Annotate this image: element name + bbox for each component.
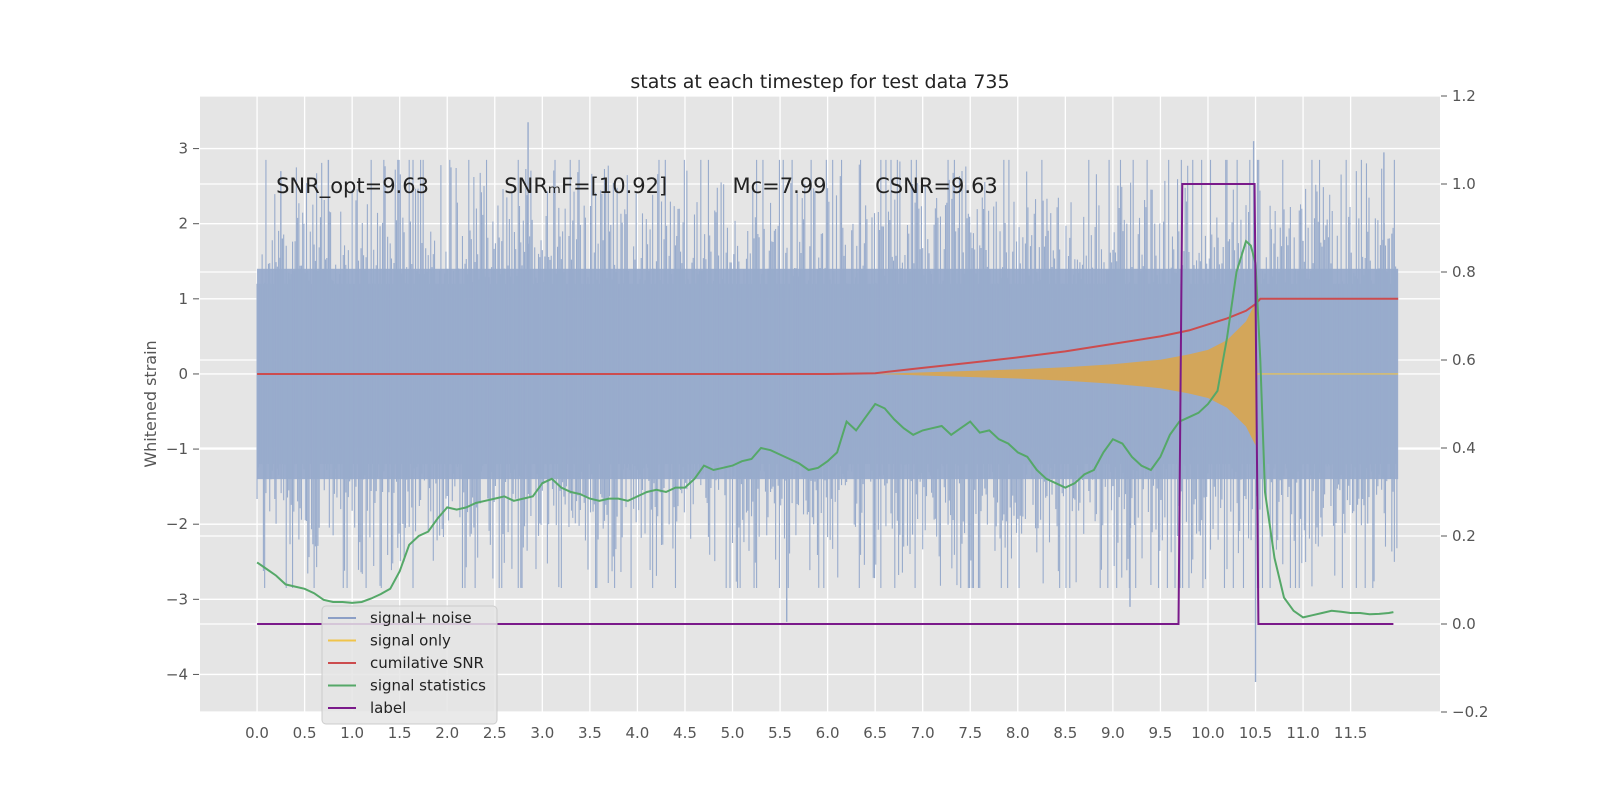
axis-ticks: 0.0 0.5 1.0 1.5 2.0 2.5 3.0 3.5 4.0 4.5 5.0 5.5 6.0 6…: [166, 87, 1489, 742]
x-tick-label: 1.0: [340, 724, 364, 742]
x-tick-label: 0.5: [293, 724, 317, 742]
x-tick-label: 2.5: [483, 724, 507, 742]
x-tick-label: 2.0: [435, 724, 459, 742]
y2-tick-label: 0.6: [1452, 351, 1476, 369]
y2-tick-label: 0.0: [1452, 615, 1476, 633]
annotation-text: SNRₘF=[10.92]: [504, 174, 667, 198]
legend-frame: [321, 605, 498, 725]
x-tick-label: 7.5: [958, 724, 982, 742]
chart-marks: [256, 122, 1399, 682]
x-tick-label: 8.5: [1053, 724, 1077, 742]
y-tick-label: −3: [166, 590, 188, 608]
y2-tick-label: 1.2: [1452, 87, 1476, 105]
x-tick-label: 0.0: [245, 724, 269, 742]
x-tick-label: 4.0: [625, 724, 649, 742]
signal-only-series: [875, 302, 1399, 446]
x-tick-label: 10.5: [1239, 724, 1272, 742]
legend-label: label: [370, 699, 406, 717]
x-tick-label: 11.0: [1286, 724, 1319, 742]
cumilative-snr-line: [257, 297, 1399, 375]
y2-tick-label: 1.0: [1452, 175, 1476, 193]
x-tick-label: 8.0: [1006, 724, 1030, 742]
legend-label: signal+ noise: [370, 609, 472, 627]
x-tick-label: 6.0: [816, 724, 840, 742]
x-tick-label: 11.5: [1334, 724, 1367, 742]
label-line: [257, 183, 1394, 625]
x-tick-label: 10.0: [1191, 724, 1224, 742]
x-tick-label: 7.0: [911, 724, 935, 742]
x-tick-label: 5.0: [721, 724, 745, 742]
signal-statistics-line: [256, 239, 1394, 619]
legend-label: signal only: [370, 632, 451, 650]
x-tick-label: 5.5: [768, 724, 792, 742]
signal-only-envelope: [875, 302, 1258, 446]
y-tick-label: 0: [178, 365, 188, 383]
annotation-text: Mᴄ=7.99: [733, 174, 827, 198]
y-tick-label: 1: [178, 290, 188, 308]
y-axis-label: Whitened strain: [141, 340, 160, 467]
x-tick-label: 9.5: [1148, 724, 1172, 742]
y-tick-label: 3: [178, 140, 188, 158]
x-tick-label: 3.5: [578, 724, 602, 742]
chart-title: stats at each timestep for test data 735: [630, 71, 1009, 93]
x-tick-label: 4.5: [673, 724, 697, 742]
x-tick-label: 3.0: [530, 724, 554, 742]
x-tick-label: 1.5: [388, 724, 412, 742]
y-tick-label: 2: [178, 215, 188, 233]
y-tick-label: −4: [166, 665, 188, 683]
y2-tick-label: 0.2: [1452, 527, 1476, 545]
x-tick-label: 9.0: [1101, 724, 1125, 742]
x-tick-label: 6.5: [863, 724, 887, 742]
y2-tick-label: 0.4: [1452, 439, 1476, 457]
y2-tick-label: 0.8: [1452, 263, 1476, 281]
annotation-text: SNR_opt=9.63: [276, 174, 429, 199]
legend-label: signal statistics: [370, 677, 486, 695]
annotations: SNR_opt=9.63 SNRₘF=[10.92] Mᴄ=7.99 CSNR=9.6…: [276, 174, 998, 199]
y-tick-label: −1: [166, 440, 188, 458]
y2-tick-label: −0.2: [1452, 703, 1488, 721]
legend-label: cumilative SNR: [370, 654, 484, 672]
annotation-text: CSNR=9.63: [875, 174, 998, 198]
legend: signal+ noise signal only cumilative SNR si…: [321, 605, 498, 725]
y-tick-label: −2: [166, 515, 188, 533]
